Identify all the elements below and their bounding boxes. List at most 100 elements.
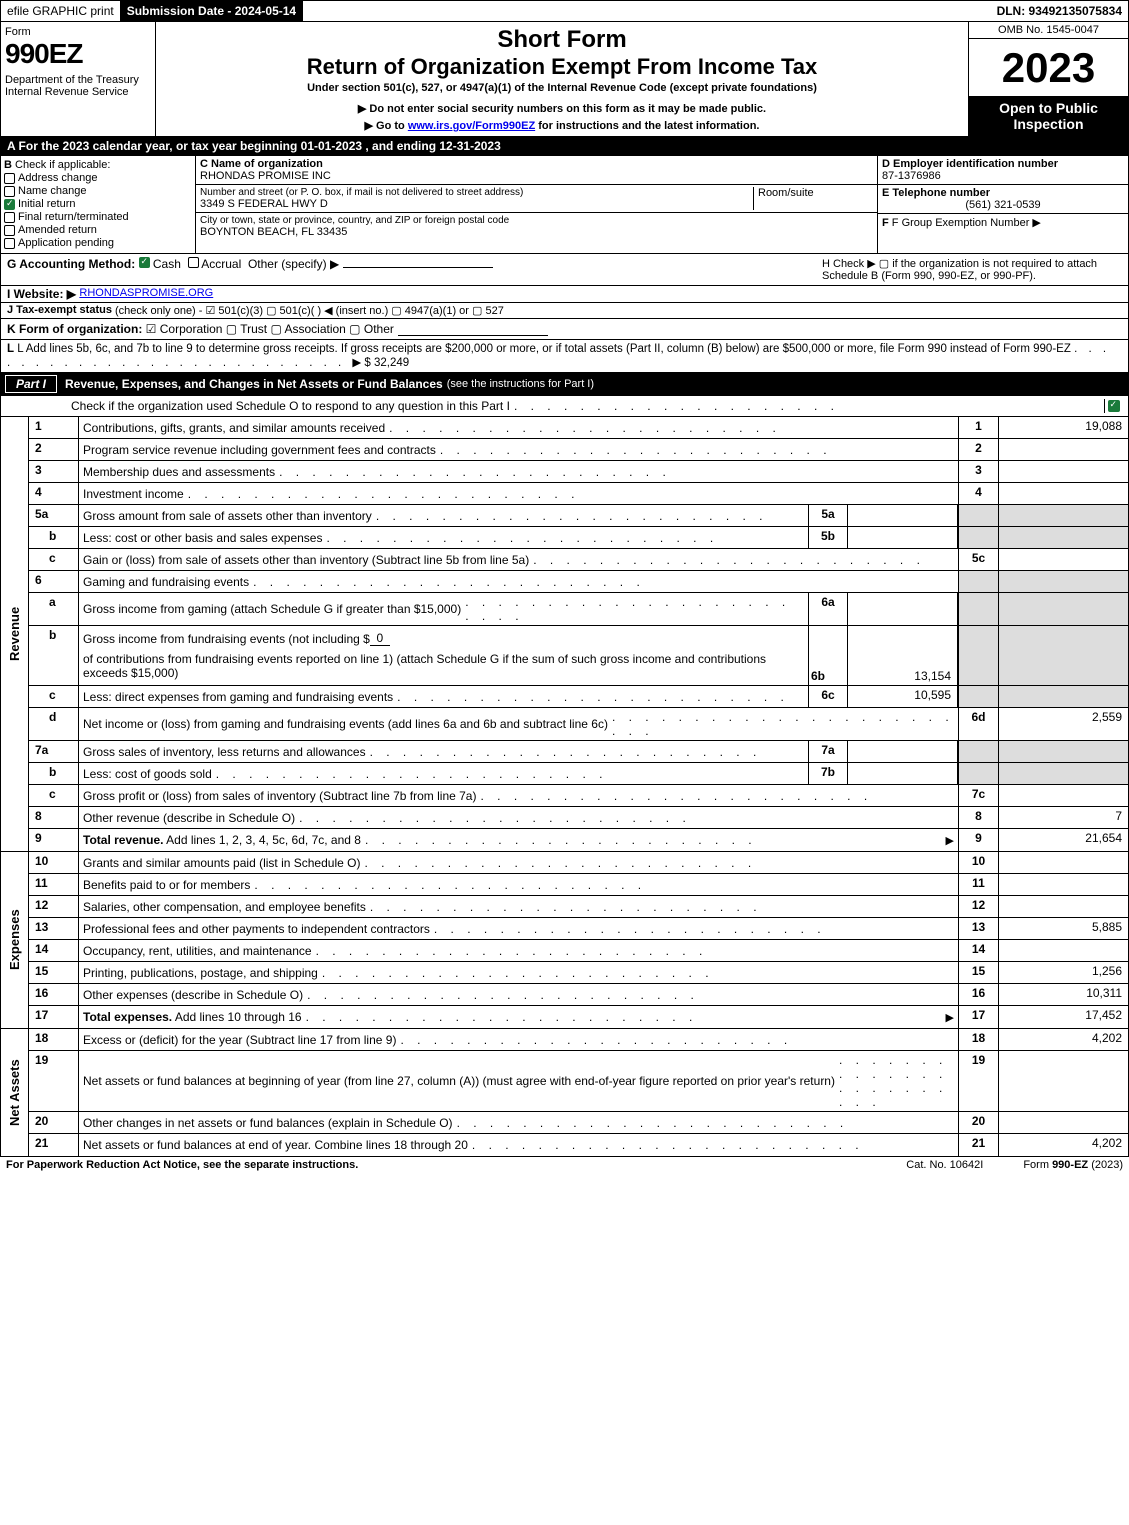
section-bcdef: B Check if applicable: Address changeNam…: [0, 156, 1129, 254]
inner-line-val: 10,595: [848, 686, 958, 707]
right-line-num: 2: [958, 439, 998, 460]
footer-right-bold: 990-EZ: [1052, 1159, 1088, 1171]
line-row: bGross income from fundraising events (n…: [29, 626, 1128, 686]
line-row: bLess: cost or other basis and sales exp…: [29, 527, 1128, 549]
line-number: 12: [29, 896, 79, 917]
submission-date: Submission Date - 2024-05-14: [121, 1, 303, 21]
c-name-label: C Name of organization: [200, 158, 873, 170]
line-number: c: [29, 686, 79, 707]
k-other-input[interactable]: [398, 322, 548, 336]
line-row: 10Grants and similar amounts paid (list …: [29, 852, 1128, 874]
col-def: D Employer identification number 87-1376…: [878, 156, 1128, 253]
netassets-table: Net Assets 18Excess or (deficit) for the…: [0, 1029, 1129, 1157]
revenue-side-label: Revenue: [1, 417, 29, 851]
inner-line-val: [848, 527, 958, 548]
dots: . . . . . . . . . . . . . . . . . . . .: [514, 399, 1104, 413]
right-line-val: 10,311: [998, 984, 1128, 1005]
right-line-num: 14: [958, 940, 998, 961]
right-val-gray: [998, 741, 1128, 762]
line-number: 20: [29, 1112, 79, 1133]
website-link[interactable]: RHONDASPROMISE.ORG: [79, 287, 213, 301]
right-num-gray: [958, 741, 998, 762]
form-header: Form 990EZ Department of the Treasury In…: [0, 22, 1129, 137]
col-b: B Check if applicable: Address changeNam…: [1, 156, 196, 253]
b-checkbox[interactable]: [4, 199, 15, 210]
accrual-checkbox[interactable]: [188, 257, 199, 268]
dots: . . . . . . . . . . . . . . . . . . . . …: [465, 595, 804, 623]
f-label: F F Group Exemption Number ▶: [882, 216, 1124, 229]
line-number: 14: [29, 940, 79, 961]
b-checkbox[interactable]: [4, 186, 15, 197]
line-number: b: [29, 527, 79, 548]
line-row: 7aGross sales of inventory, less returns…: [29, 741, 1128, 763]
header-right: OMB No. 1545-0047 2023 Open to Public In…: [968, 22, 1128, 136]
b-check-item: Name change: [4, 185, 192, 197]
line-desc: Gross income from fundraising events (no…: [79, 626, 808, 685]
right-line-val: [998, 461, 1128, 482]
right-line-val: [998, 549, 1128, 570]
right-num-gray: [958, 686, 998, 707]
line-desc: Occupancy, rent, utilities, and maintena…: [79, 940, 958, 961]
arrow-icon: ▶: [946, 1011, 954, 1024]
line-number: d: [29, 708, 79, 740]
right-line-num: 18: [958, 1029, 998, 1050]
line-number: 5a: [29, 505, 79, 526]
b-checkbox[interactable]: [4, 212, 15, 223]
b-checkbox[interactable]: [4, 225, 15, 236]
right-line-val: [998, 852, 1128, 873]
line-row: 5aGross amount from sale of assets other…: [29, 505, 1128, 527]
b-checkbox[interactable]: [4, 173, 15, 184]
c-city-row: City or town, state or province, country…: [196, 213, 877, 253]
line-number: 11: [29, 874, 79, 895]
footer-right-post: (2023): [1088, 1159, 1123, 1171]
form-number: 990EZ: [5, 38, 151, 70]
schedule-o-checkbox[interactable]: [1108, 400, 1120, 412]
dots: . . . . . . . . . . . . . . . . . . . . …: [533, 553, 954, 567]
goto-pre: ▶ Go to: [365, 120, 408, 132]
line-row: 6Gaming and fundraising events. . . . . …: [29, 571, 1128, 593]
b-check-label: Amended return: [18, 224, 97, 236]
right-val-gray: [998, 527, 1128, 548]
dots: . . . . . . . . . . . . . . . . . . . . …: [472, 1138, 954, 1152]
b-check-label: Address change: [18, 172, 98, 184]
netassets-side-label: Net Assets: [1, 1029, 29, 1156]
line-row: 11Benefits paid to or for members. . . .…: [29, 874, 1128, 896]
right-line-val: [998, 483, 1128, 504]
right-line-num: 20: [958, 1112, 998, 1133]
right-num-gray: [958, 571, 998, 592]
dots: . . . . . . . . . . . . . . . . . . . . …: [299, 811, 954, 825]
line-desc: Gross profit or (loss) from sales of inv…: [79, 785, 958, 806]
line-desc: Printing, publications, postage, and shi…: [79, 962, 958, 983]
dln: DLN: 93492135075834: [991, 1, 1128, 21]
inner-line-val: [848, 593, 958, 625]
right-val-gray: [998, 593, 1128, 625]
line-row: 17Total expenses. Add lines 10 through 1…: [29, 1006, 1128, 1028]
k-text: ☑ Corporation ▢ Trust ▢ Association ▢ Ot…: [146, 322, 394, 336]
right-line-val: 4,202: [998, 1029, 1128, 1050]
right-line-val: 17,452: [998, 1006, 1128, 1028]
cash-checkbox[interactable]: [139, 257, 150, 268]
dots: . . . . . . . . . . . . . . . . . . . . …: [480, 789, 954, 803]
line-desc: Gross amount from sale of assets other t…: [79, 505, 808, 526]
line-row: 15Printing, publications, postage, and s…: [29, 962, 1128, 984]
right-num-gray: [958, 593, 998, 625]
row-l: L L Add lines 5b, 6c, and 7b to line 9 t…: [0, 340, 1129, 373]
efile-print[interactable]: efile GRAPHIC print: [1, 1, 121, 21]
b-check-label: Application pending: [18, 237, 114, 249]
line-number: 18: [29, 1029, 79, 1050]
right-num-gray: [958, 505, 998, 526]
line-desc: Benefits paid to or for members. . . . .…: [79, 874, 958, 895]
line-number: 8: [29, 807, 79, 828]
line-number: c: [29, 549, 79, 570]
right-line-num: 1: [958, 417, 998, 438]
right-val-gray: [998, 686, 1128, 707]
line-row: 3Membership dues and assessments. . . . …: [29, 461, 1128, 483]
b-checkbox[interactable]: [4, 238, 15, 249]
line-row: cGross profit or (loss) from sales of in…: [29, 785, 1128, 807]
inner-line-val: 13,154: [848, 626, 958, 685]
other-input[interactable]: [343, 267, 493, 268]
right-line-num: 19: [958, 1051, 998, 1111]
dots: . . . . . . . . . . . . . . . . . . . . …: [389, 421, 954, 435]
right-line-val: 4,202: [998, 1134, 1128, 1156]
irs-link[interactable]: www.irs.gov/Form990EZ: [408, 120, 535, 132]
